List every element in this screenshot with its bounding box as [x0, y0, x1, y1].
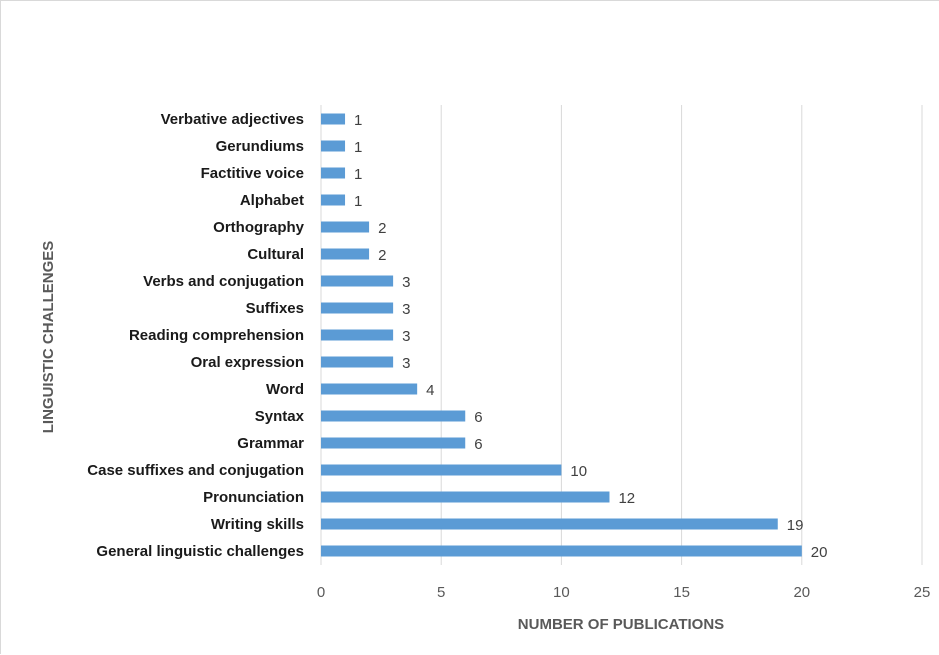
data-label: 3 [402, 355, 410, 372]
category-label: Case suffixes and conjugation [87, 462, 304, 479]
bar-alphabet [321, 194, 346, 206]
bar-reading-comprehension [321, 329, 394, 341]
x-tick-label: 0 [317, 584, 325, 601]
x-tick-label: 15 [673, 584, 690, 601]
data-label: 3 [402, 328, 410, 345]
y-axis-title: LINGUISTIC CHALLENGES [40, 241, 57, 434]
category-label: Reading comprehension [129, 327, 304, 344]
bar-gerundiums [321, 140, 346, 152]
x-tick-label: 5 [437, 584, 445, 601]
data-label: 3 [402, 274, 410, 291]
bar-oral-expression [321, 356, 394, 368]
category-label: Verbs and conjugation [143, 273, 304, 290]
bar-cultural [321, 248, 370, 260]
category-label: Alphabet [240, 192, 304, 209]
bar-general-linguistic-challenges [321, 545, 802, 557]
x-tick-labels: 0 5 10 15 20 25 [317, 584, 931, 601]
data-label: 2 [378, 247, 386, 264]
data-label: 6 [474, 436, 482, 453]
x-tick-label: 10 [553, 584, 570, 601]
category-label: Pronunciation [203, 489, 304, 506]
bar-factitive-voice [321, 167, 346, 179]
bar-verbs-and-conjugation [321, 275, 394, 287]
category-label: Orthography [213, 219, 304, 236]
gridlines [320, 105, 923, 565]
data-label: 3 [402, 301, 410, 318]
bar-orthography [321, 221, 370, 233]
bar-suffixes [321, 302, 394, 314]
bar-grammar [321, 437, 466, 449]
category-label: Writing skills [211, 516, 304, 533]
category-label: Suffixes [246, 300, 304, 317]
data-label: 10 [570, 463, 587, 480]
bar-syntax [321, 410, 466, 422]
data-label: 1 [354, 166, 362, 183]
data-label: 19 [787, 517, 804, 534]
data-label: 1 [354, 139, 362, 156]
bar-word [321, 383, 418, 395]
category-label: Verbative adjectives [161, 111, 304, 128]
category-label: Grammar [237, 435, 304, 452]
data-label: 1 [354, 112, 362, 129]
category-label: Word [266, 381, 304, 398]
category-label: Gerundiums [216, 138, 304, 155]
data-label: 12 [618, 490, 635, 507]
category-label: Cultural [247, 246, 304, 263]
x-tick-label: 25 [914, 584, 931, 601]
data-label: 2 [378, 220, 386, 237]
category-label: Oral expression [191, 354, 304, 371]
bar-verbative-adjectives [321, 113, 346, 125]
data-label: 4 [426, 382, 434, 399]
x-axis-title: NUMBER OF PUBLICATIONS [518, 616, 724, 633]
x-tick-label: 20 [793, 584, 810, 601]
category-labels: Verbative adjectives Gerundiums Factitive … [87, 111, 304, 560]
category-label: Syntax [255, 408, 305, 425]
data-label: 6 [474, 409, 482, 426]
category-label: Factitive voice [201, 165, 304, 182]
bar-case-suffixes-and-conjugation [321, 464, 562, 476]
bars [321, 113, 802, 557]
bar-writing-skills [321, 518, 778, 530]
bar-pronunciation [321, 491, 610, 503]
data-label: 1 [354, 193, 362, 210]
data-label: 20 [811, 544, 828, 561]
category-label: General linguistic challenges [96, 543, 304, 560]
